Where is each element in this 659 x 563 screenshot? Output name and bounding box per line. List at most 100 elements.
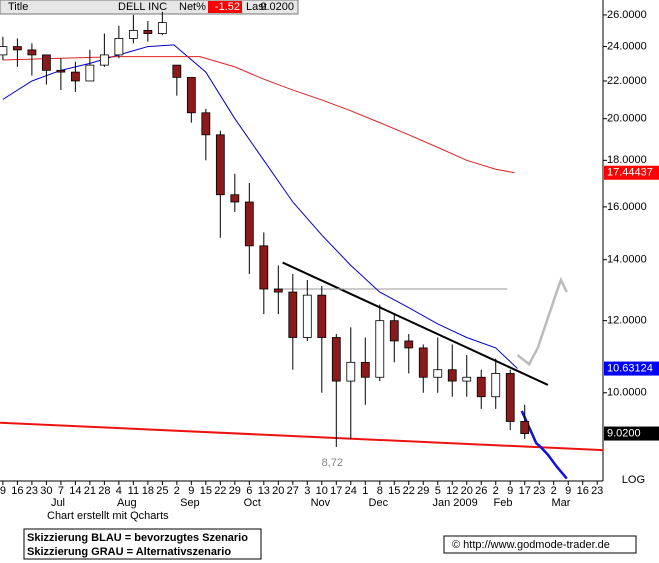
x-tick-label: 9: [565, 485, 571, 497]
header-change-bg: [208, 1, 242, 13]
last-value-box: [604, 426, 659, 441]
header-change: -1.52: [215, 1, 240, 13]
month-label: Jul: [51, 497, 65, 509]
moving-average: [2, 56, 515, 174]
candle-body: [302, 294, 312, 338]
x-tick-label: 22: [214, 485, 226, 497]
drawing: [520, 410, 568, 480]
header-change-label: Net%: [179, 1, 206, 13]
candle-body: [85, 64, 95, 82]
header-last-label: Last: [246, 1, 267, 13]
y-tick-label: 20.0000: [607, 113, 647, 125]
drawing: [0, 421, 604, 452]
x-tick-label: 25: [156, 485, 168, 497]
legend-note: Skizzierung BLAU = bevorzugtes Szenario: [27, 532, 248, 544]
month-label: Aug: [117, 497, 137, 509]
x-tick-label: 9: [0, 485, 6, 497]
x-tick-label: 2: [493, 485, 499, 497]
x-tick-label: 23: [533, 485, 545, 497]
credit: Chart erstellt mit Qcharts: [47, 510, 169, 522]
candle-body: [447, 369, 457, 382]
candle-body: [172, 64, 182, 78]
candle-body: [143, 30, 153, 35]
x-tick-label: 26: [475, 485, 487, 497]
x-tick-label: 8: [377, 485, 383, 497]
x-tick-label: 20: [272, 485, 284, 497]
y-tick-label: 16.0000: [607, 201, 647, 213]
x-tick-label: 17: [330, 485, 342, 497]
month-label: Feb: [493, 497, 512, 509]
x-tick-label: 10: [316, 485, 328, 497]
candle-body: [0, 46, 8, 56]
month-label: Dec: [369, 497, 389, 509]
x-tick-label: 13: [258, 485, 270, 497]
x-tick-label: 18: [142, 485, 154, 497]
last-value-label: 9.0200: [607, 427, 641, 439]
y-tick-label: 18.0000: [607, 154, 647, 166]
x-tick-label: 23: [26, 485, 38, 497]
candle-body: [215, 134, 225, 196]
x-tick-label: 16: [11, 485, 23, 497]
y-tick-label: 10.0000: [607, 387, 647, 399]
candle-body: [520, 421, 530, 434]
x-tick-label: 2: [551, 485, 557, 497]
x-tick-label: 3: [304, 485, 310, 497]
last-value-box: [604, 165, 659, 180]
y-tick-label: 14.0000: [607, 254, 647, 266]
x-tick-label: 20: [461, 485, 473, 497]
x-tick-label: 12: [446, 485, 458, 497]
x-tick-label: 21: [84, 485, 96, 497]
drawing: [516, 276, 568, 367]
x-tick-label: 29: [417, 485, 429, 497]
month-label: Jan 2009: [433, 497, 478, 509]
candle-body: [389, 320, 399, 342]
candle-body: [331, 337, 341, 382]
candle-body: [27, 49, 37, 56]
candle-body: [12, 46, 22, 51]
candle-body: [346, 361, 356, 382]
low-label: 8,72: [322, 457, 343, 469]
x-tick-label: 15: [388, 485, 400, 497]
x-tick-label: 9: [507, 485, 513, 497]
x-tick-label: 2: [174, 485, 180, 497]
x-tick-label: 6: [246, 485, 252, 497]
x-tick-label: 27: [287, 485, 299, 497]
x-tick-label: 9: [188, 485, 194, 497]
x-tick-label: 16: [577, 485, 589, 497]
candle-body: [70, 71, 80, 82]
y-tick-label: 24.0000: [607, 40, 647, 52]
candle-body: [244, 201, 254, 247]
scale-label: LOG: [622, 474, 645, 486]
header-field: Title: [8, 1, 28, 13]
candle-body: [317, 294, 327, 338]
x-tick-label: 29: [229, 485, 241, 497]
x-tick-label: 14: [69, 485, 81, 497]
candle-body: [201, 112, 211, 136]
last-value-box: [604, 361, 659, 376]
candle-body: [505, 373, 515, 422]
candle-body: [186, 77, 196, 114]
x-tick-label: 15: [200, 485, 212, 497]
month-label: Nov: [311, 497, 331, 509]
candle-body: [491, 373, 501, 398]
last-value-label: 17.44437: [607, 167, 653, 179]
x-tick-label: 5: [435, 485, 441, 497]
candle-body: [157, 22, 167, 35]
x-tick-label: 24: [345, 485, 357, 497]
x-tick-label: 28: [98, 485, 110, 497]
source: © http://www.godmode-trader.de: [452, 539, 610, 551]
y-tick-label: 22.0000: [607, 75, 647, 87]
candle-body: [56, 69, 66, 73]
candle-body: [404, 340, 414, 349]
x-tick-label: 30: [40, 485, 52, 497]
x-tick-label: 17: [519, 485, 531, 497]
drawing: [282, 261, 549, 386]
month-label: Mar: [551, 497, 570, 509]
month-label: Oct: [244, 497, 261, 509]
candle-body: [99, 54, 109, 66]
header-symbol: DELL INC: [118, 1, 167, 13]
candle-body: [433, 369, 443, 378]
last-value-label: 10.63124: [607, 362, 653, 374]
